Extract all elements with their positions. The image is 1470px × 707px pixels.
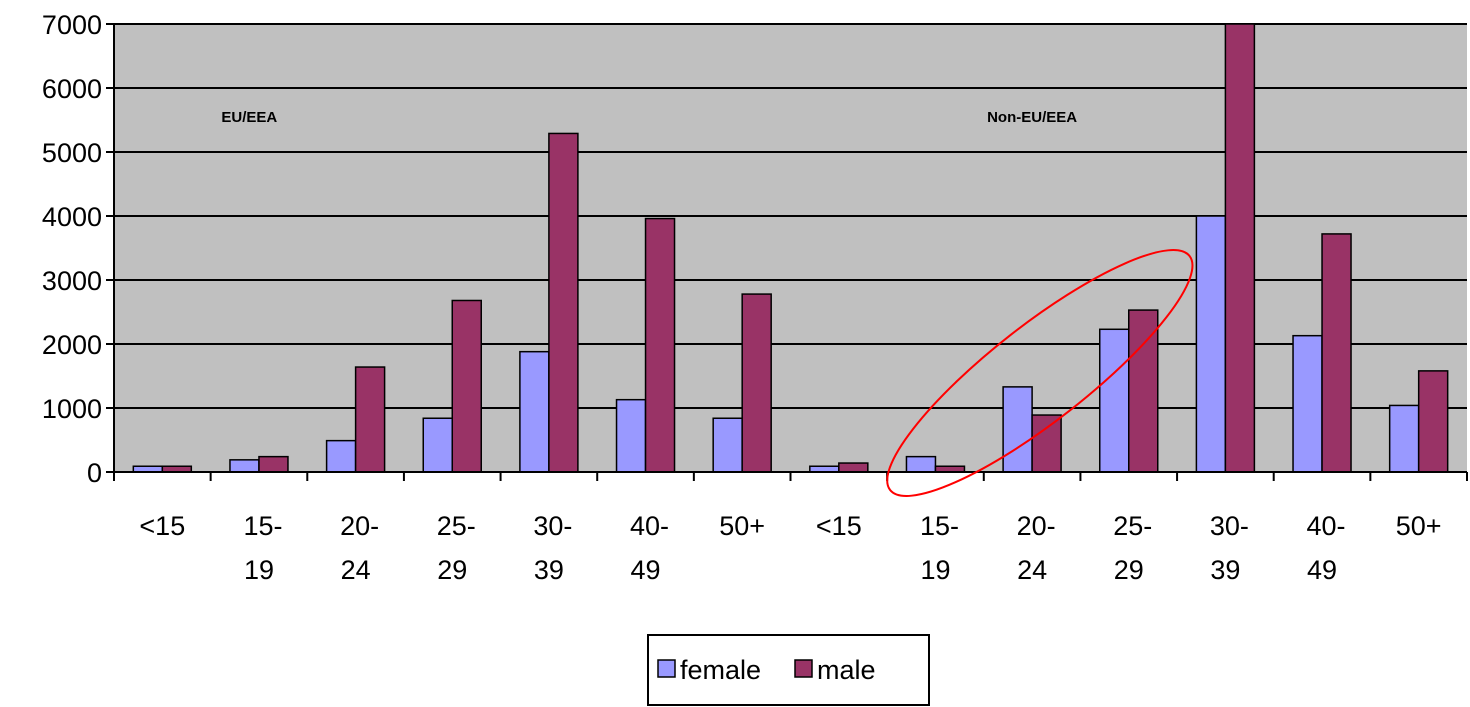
x-tick-label: 30- bbox=[1210, 511, 1249, 541]
x-tick-labels: <15 15- 19 20- 24 25- 29 30- 39 40- 49 50+ <15 15- 19 2… bbox=[139, 511, 1441, 585]
x-tick-label: 29 bbox=[437, 555, 467, 585]
x-tick-label: 19 bbox=[920, 555, 950, 585]
y-tick-label: 7000 bbox=[42, 10, 102, 40]
x-tick-label: 30- bbox=[533, 511, 572, 541]
bar-female bbox=[422, 417, 453, 473]
bar-female bbox=[229, 459, 260, 473]
x-tick-label: 29 bbox=[1114, 555, 1144, 585]
bar-female bbox=[615, 398, 647, 473]
bar-male bbox=[451, 299, 482, 473]
y-tick-label: 6000 bbox=[42, 74, 102, 104]
legend-label-female: female bbox=[680, 655, 761, 685]
annotation-eu-eea: EU/EEA bbox=[221, 109, 277, 126]
bar-female bbox=[905, 455, 937, 473]
y-tick-label: 1000 bbox=[42, 394, 102, 424]
bar-female bbox=[325, 439, 357, 473]
annotation-non-eu-eea: Non-EU/EEA bbox=[987, 109, 1077, 126]
x-tick-label: 50+ bbox=[719, 511, 765, 541]
bar-female bbox=[712, 417, 743, 473]
x-tick-label: 20- bbox=[340, 511, 379, 541]
y-tick-label: 0 bbox=[87, 458, 102, 488]
x-tick-label: 39 bbox=[1210, 555, 1240, 585]
bar-female bbox=[519, 350, 550, 473]
x-tick-label: 49 bbox=[1307, 555, 1337, 585]
x-tick-label: 40- bbox=[1307, 511, 1346, 541]
bar-female bbox=[1002, 386, 1033, 473]
bar-male bbox=[741, 293, 772, 473]
bar-female bbox=[1388, 404, 1420, 473]
bar-male bbox=[258, 455, 289, 473]
y-tick-labels: 0 1000 2000 3000 4000 5000 6000 7000 bbox=[42, 10, 102, 488]
bar-male bbox=[1224, 23, 1256, 473]
y-tick-label: 3000 bbox=[42, 266, 102, 296]
x-tick-label: 49 bbox=[631, 555, 661, 585]
y-tick-label: 2000 bbox=[42, 330, 102, 360]
bar-female bbox=[1292, 334, 1323, 473]
plot-area bbox=[114, 24, 1467, 472]
gridlines bbox=[114, 23, 1467, 409]
y-tick-label: 4000 bbox=[42, 202, 102, 232]
x-tick-label: 50+ bbox=[1396, 511, 1442, 541]
x-tick-label: 15- bbox=[920, 511, 959, 541]
x-tick-label: 15- bbox=[243, 511, 282, 541]
x-tick-label: 25- bbox=[1113, 511, 1152, 541]
x-tick-label: 40- bbox=[630, 511, 669, 541]
x-tick-label: 20- bbox=[1017, 511, 1056, 541]
bars bbox=[132, 23, 1449, 473]
bar-male bbox=[1321, 233, 1352, 473]
highlight-ellipse bbox=[886, 249, 1194, 497]
legend-swatch-male bbox=[794, 659, 813, 678]
x-tick-label: 19 bbox=[244, 555, 274, 585]
x-tick-label: <15 bbox=[816, 511, 862, 541]
bar-male bbox=[838, 462, 869, 473]
bar-male bbox=[548, 132, 579, 473]
bar-male bbox=[1417, 370, 1449, 473]
x-tick-label: 39 bbox=[534, 555, 564, 585]
legend-label-male: male bbox=[817, 655, 876, 685]
x-tick-label: 24 bbox=[341, 555, 371, 585]
bar-male bbox=[1031, 414, 1062, 473]
x-tick-label: <15 bbox=[139, 511, 185, 541]
x-tick-label: 25- bbox=[437, 511, 476, 541]
bar-male bbox=[644, 217, 676, 473]
bar-female bbox=[1195, 215, 1227, 473]
bar-female bbox=[1099, 328, 1130, 473]
y-tick-label: 5000 bbox=[42, 138, 102, 168]
legend-swatch-female bbox=[657, 659, 676, 678]
legend-box bbox=[647, 634, 930, 706]
legend: female male bbox=[647, 634, 930, 706]
x-tick-label: 24 bbox=[1017, 555, 1047, 585]
bar-male bbox=[354, 366, 386, 473]
